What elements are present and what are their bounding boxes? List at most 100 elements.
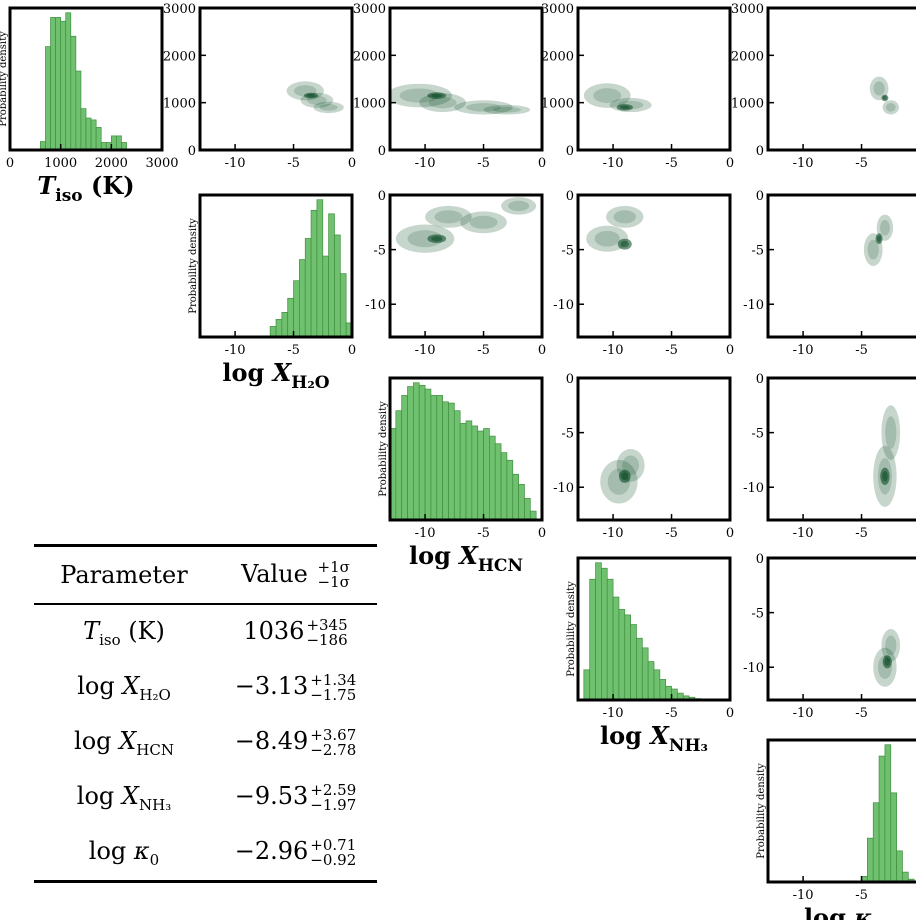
x-tick-label: -10 <box>793 526 814 541</box>
density-contour <box>492 106 521 113</box>
density-contour <box>483 105 531 115</box>
y-axis-label: Probability density <box>756 763 767 859</box>
param-name: log XNH₃ <box>34 782 214 814</box>
density-panel-logXH2O-logXNH3: -10 -5 0 -10 -5 0 <box>553 189 734 358</box>
x-tick-label: -5 <box>477 156 490 171</box>
panel-frame <box>576 556 732 702</box>
density-contour <box>593 88 622 103</box>
hist-bar <box>630 624 637 701</box>
y-tick-label: -10 <box>743 481 764 496</box>
density-contour <box>600 459 638 504</box>
value-minus: −186 <box>306 630 348 649</box>
x-tick-label: -10 <box>603 706 624 721</box>
y-tick-label: -5 <box>373 244 386 259</box>
label-subscript: NH₃ <box>669 736 708 756</box>
x-tick-label: -5 <box>287 156 300 171</box>
value-minus: −0.92 <box>310 850 357 869</box>
y-tick-label: 1000 <box>541 97 574 112</box>
hist-bar <box>407 386 414 521</box>
y-tick-label: -5 <box>561 427 574 442</box>
hist-bar <box>293 280 300 338</box>
density-contour <box>427 92 447 99</box>
label-symbol: κ <box>853 903 872 920</box>
x-tick-label: 0 <box>538 526 546 541</box>
hist-bar <box>413 382 420 521</box>
hist-bar <box>418 384 426 521</box>
density-panel-logXH2O-logkappa0: -10-50-10-50 <box>743 189 916 358</box>
x-tick-label: 0 <box>538 156 546 171</box>
density-marks <box>863 214 894 266</box>
param-label-logXH2O: log XH₂O <box>222 358 329 393</box>
y-tick-label: 0 <box>756 189 764 204</box>
panel-frame <box>8 6 164 152</box>
hist-bar <box>665 685 672 701</box>
value-errors: +3.67 −2.78 <box>310 727 356 758</box>
density-contour <box>425 205 472 228</box>
param-subscript: H₂O <box>139 685 171 704</box>
density-panel-Tiso-logXH2O: -10 -5 0 0 1000 2000 3000 <box>163 2 356 171</box>
density-contour <box>869 76 889 101</box>
hist-bar <box>483 428 490 521</box>
x-tick-label: -5 <box>855 156 868 171</box>
hist-bar <box>465 420 473 521</box>
label-symbol: X <box>271 358 293 387</box>
label-subscript: iso <box>55 186 82 206</box>
param-symbol: T <box>83 616 100 645</box>
density-panel-logXHCN-logXNH3: -10 -5 0 -10 -5 0 <box>553 372 734 541</box>
hist-bar <box>70 35 77 151</box>
hist-bar <box>524 498 531 521</box>
density-contour <box>882 95 888 100</box>
density-marks <box>395 197 537 253</box>
density-contour <box>618 469 631 483</box>
density-contour <box>395 224 455 253</box>
hist-bar <box>281 312 289 338</box>
y-tick-label: 0 <box>566 372 574 387</box>
hist-bar <box>589 578 596 701</box>
table-header: Parameter Value +1σ −1σ <box>34 544 377 605</box>
hist-bar <box>436 395 443 521</box>
x-tick-label: 0 <box>348 343 356 358</box>
density-contour <box>399 88 439 103</box>
hist-bar <box>867 837 874 883</box>
density-contour <box>508 200 530 212</box>
value-median: −8.49 <box>234 727 309 756</box>
hist-bar <box>322 255 329 338</box>
panel-frame <box>766 6 916 152</box>
y-tick-label: 0 <box>188 144 196 159</box>
hist-bar <box>641 647 649 701</box>
x-tick-label: -10 <box>225 156 246 171</box>
density-panel-logXNH3-logkappa0: -10-50-10-50 <box>743 552 916 721</box>
param-symbol: X <box>122 671 140 700</box>
label-prefix: log <box>600 721 650 750</box>
y-tick-label: 2000 <box>731 49 764 64</box>
density-marks <box>873 629 901 687</box>
panel-frame <box>388 193 544 339</box>
y-tick-label: -10 <box>743 298 764 313</box>
table-body: Tiso (K) 1036 +345 −186 log XH₂O −3.13 +1.34 −1… <box>34 605 377 883</box>
header-minus: −1σ <box>317 573 350 592</box>
density-panel-logXH2O-logXHCN: -10 -5 0 -10 -5 0 <box>365 189 546 358</box>
x-tick-label: 0 <box>726 156 734 171</box>
value-plus: +1.34 <box>310 670 357 689</box>
y-tick-label: 1000 <box>163 97 196 112</box>
hist-bar <box>494 443 502 521</box>
y-axis-label: Probability density <box>566 581 577 677</box>
x-tick-label: -5 <box>287 343 300 358</box>
density-contour <box>885 416 897 449</box>
density-marks <box>586 205 644 252</box>
hist-bar <box>401 395 408 521</box>
hist-bar <box>339 273 347 338</box>
panel-frame <box>576 6 732 152</box>
density-panel-Tiso-logXHCN: -10 -5 0 0 1000 2000 3000 <box>353 2 546 171</box>
hist-bar <box>884 744 892 883</box>
y-axis-label: Probability density <box>188 218 199 314</box>
x-tick-label: 0 <box>6 156 14 171</box>
y-tick-label: -10 <box>743 661 764 676</box>
hist-bar <box>85 117 92 151</box>
x-tick-label: -5 <box>665 706 678 721</box>
value-minus: −1.75 <box>310 685 357 704</box>
x-tick-label: -5 <box>855 706 868 721</box>
density-marks <box>390 83 531 115</box>
value-plus: +345 <box>306 615 348 634</box>
y-tick-label: -5 <box>751 427 764 442</box>
